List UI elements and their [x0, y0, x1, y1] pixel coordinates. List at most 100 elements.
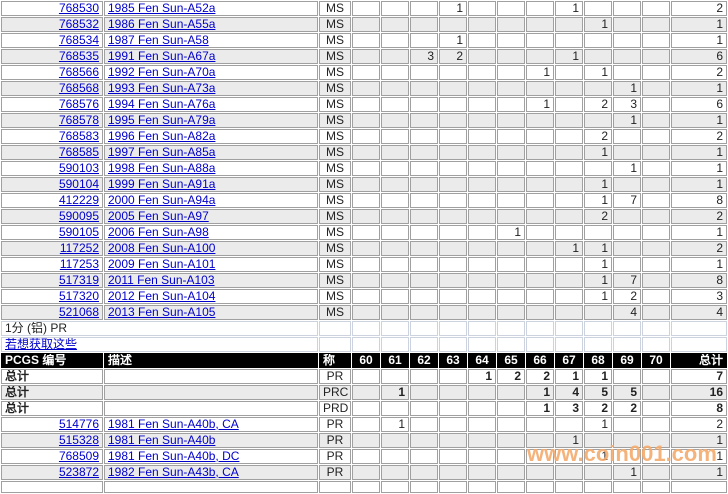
description-cell: 1997 Fen Sun-A85a — [104, 145, 318, 160]
pcgs-number-link[interactable]: 117252 — [59, 241, 99, 255]
empty-cell — [410, 321, 438, 336]
coin-description-link[interactable]: 1997 Fen Sun-A85a — [108, 145, 216, 159]
designation-cell: MS — [319, 1, 351, 16]
grade-count-cell: 1 — [555, 49, 583, 64]
designation-cell: MS — [319, 177, 351, 192]
coin-description-link[interactable]: 2005 Fen Sun-A97 — [108, 209, 209, 223]
grade-count-cell — [642, 305, 670, 320]
pcgs-number-link[interactable]: 590095 — [58, 209, 99, 223]
coin-description-link[interactable]: 1996 Fen Sun-A82a — [108, 129, 216, 143]
grade-count-cell: 1 — [555, 241, 583, 256]
grade-count-cell: 1 — [584, 177, 612, 192]
pcgs-number-link[interactable]: 768576 — [58, 97, 99, 111]
grade-count-cell — [555, 465, 583, 480]
pcgs-number-link[interactable]: 768535 — [58, 49, 99, 63]
coin-description-link[interactable]: 1998 Fen Sun-A88a — [108, 161, 216, 175]
empty-cell — [526, 321, 554, 336]
grade-count-cell — [555, 145, 583, 160]
pcgs-number-link[interactable]: 768534 — [58, 33, 99, 47]
pcgs-number-link[interactable]: 768530 — [58, 1, 99, 15]
coin-description-link[interactable]: 1994 Fen Sun-A76a — [108, 97, 216, 111]
pcgs-number-cell: 523872 — [1, 465, 103, 480]
coin-description-link[interactable]: 1981 Fen Sun-A40b — [108, 433, 216, 447]
pcgs-number-link[interactable]: 768568 — [58, 81, 99, 95]
coin-description-link[interactable]: 1981 Fen Sun-A40b, CA — [108, 417, 239, 431]
pcgs-number-link[interactable]: 412229 — [58, 193, 99, 207]
pcgs-number-link[interactable]: 590104 — [58, 177, 99, 191]
coin-description-link[interactable]: 2011 Fen Sun-A103 — [108, 273, 215, 287]
pcgs-number-link[interactable]: 768566 — [58, 65, 99, 79]
pcgs-number-link[interactable]: 768585 — [58, 145, 99, 159]
grade-count-cell — [439, 433, 467, 448]
pcgs-number-link[interactable]: 590105 — [58, 225, 99, 239]
grade-count-cell — [439, 289, 467, 304]
grade-count-cell — [468, 305, 496, 320]
pcgs-number-link[interactable]: 768509 — [58, 449, 99, 463]
coin-description-link[interactable]: 2012 Fen Sun-A104 — [108, 289, 216, 303]
coin-description-link[interactable]: 1982 Fen Sun-A43b, CA — [108, 465, 239, 479]
grade-count-cell — [526, 465, 554, 480]
coin-description-link[interactable]: 1992 Fen Sun-A70a — [108, 65, 216, 79]
coin-description-link[interactable]: 1991 Fen Sun-A67a — [108, 49, 216, 63]
coin-description-link[interactable]: 2008 Fen Sun-A100 — [108, 241, 216, 255]
coin-description-link[interactable]: 1985 Fen Sun-A52a — [108, 1, 216, 15]
grade-count-cell — [584, 1, 612, 16]
coin-description-link[interactable]: 1993 Fen Sun-A73a — [108, 81, 216, 95]
coin-description-link[interactable]: 1999 Fen Sun-A91a — [108, 177, 216, 191]
coin-description-link[interactable]: 1995 Fen Sun-A79a — [108, 113, 216, 127]
grade-count-cell — [439, 225, 467, 240]
grade-count-cell: 1 — [584, 241, 612, 256]
empty-cell — [410, 337, 438, 352]
coin-description-link[interactable]: 2000 Fen Sun-A94a — [108, 193, 216, 207]
pcgs-number-link[interactable]: 514776 — [58, 417, 99, 431]
pcgs-number-cell: 768576 — [1, 97, 103, 112]
pcgs-number-link[interactable]: 517320 — [58, 289, 99, 303]
summary-label-cell: 总计 — [1, 401, 103, 416]
grade-count-cell: 1 — [439, 1, 467, 16]
pcgs-number-link[interactable]: 515328 — [58, 433, 99, 447]
coin-description-link[interactable]: 1987 Fen Sun-A58 — [108, 33, 209, 47]
grade-count-cell — [642, 49, 670, 64]
coin-description-link[interactable]: 1986 Fen Sun-A55a — [108, 17, 216, 31]
coin-description-link[interactable]: 2013 Fen Sun-A105 — [108, 305, 216, 319]
grade-count-cell: 2 — [526, 369, 554, 384]
pcgs-number-cell: 517319 — [1, 273, 103, 288]
grade-count-cell — [497, 81, 525, 96]
grade-count-cell — [497, 257, 525, 272]
pcgs-number-link[interactable]: 521068 — [58, 305, 99, 319]
grade-count-cell — [410, 305, 438, 320]
pcgs-number-link[interactable]: 517319 — [58, 273, 99, 287]
pcgs-number-link[interactable]: 768578 — [58, 113, 99, 127]
pcgs-number-link[interactable]: 117253 — [59, 257, 99, 271]
total-cell: 2 — [671, 241, 727, 256]
grade-count-cell — [439, 449, 467, 464]
grade-count-cell — [439, 177, 467, 192]
pcgs-number-link[interactable]: 590103 — [58, 161, 99, 175]
grade-count-cell: 2 — [439, 49, 467, 64]
pcgs-number-cell: 590104 — [1, 177, 103, 192]
total-cell: 1 — [671, 433, 727, 448]
grade-count-cell — [352, 81, 380, 96]
total-cell: 1 — [671, 257, 727, 272]
grade-count-cell — [584, 433, 612, 448]
grade-count-cell — [526, 33, 554, 48]
coin-description-link[interactable]: 1981 Fen Sun-A40b, DC — [108, 449, 240, 463]
grade-count-cell — [352, 97, 380, 112]
coin-description-link[interactable]: 2006 Fen Sun-A98 — [108, 225, 209, 239]
get-these-link[interactable]: 若想获取这些 — [5, 337, 78, 351]
grade-count-cell — [642, 1, 670, 16]
pcgs-number-link[interactable]: 768532 — [58, 17, 99, 31]
grade-count-cell — [381, 193, 409, 208]
pcgs-number-link[interactable]: 768583 — [58, 129, 99, 143]
grade-count-cell: 4 — [613, 305, 641, 320]
coin-description-link[interactable]: 2009 Fen Sun-A101 — [108, 257, 216, 271]
grade-count-cell — [468, 145, 496, 160]
grade-count-cell — [555, 113, 583, 128]
grade-count-cell: 2 — [584, 401, 612, 416]
grade-count-cell — [381, 241, 409, 256]
grade-count-cell — [497, 145, 525, 160]
grade-count-cell — [352, 449, 380, 464]
designation-cell: MS — [319, 81, 351, 96]
empty-cell — [1, 481, 103, 493]
pcgs-number-link[interactable]: 523872 — [58, 465, 99, 479]
